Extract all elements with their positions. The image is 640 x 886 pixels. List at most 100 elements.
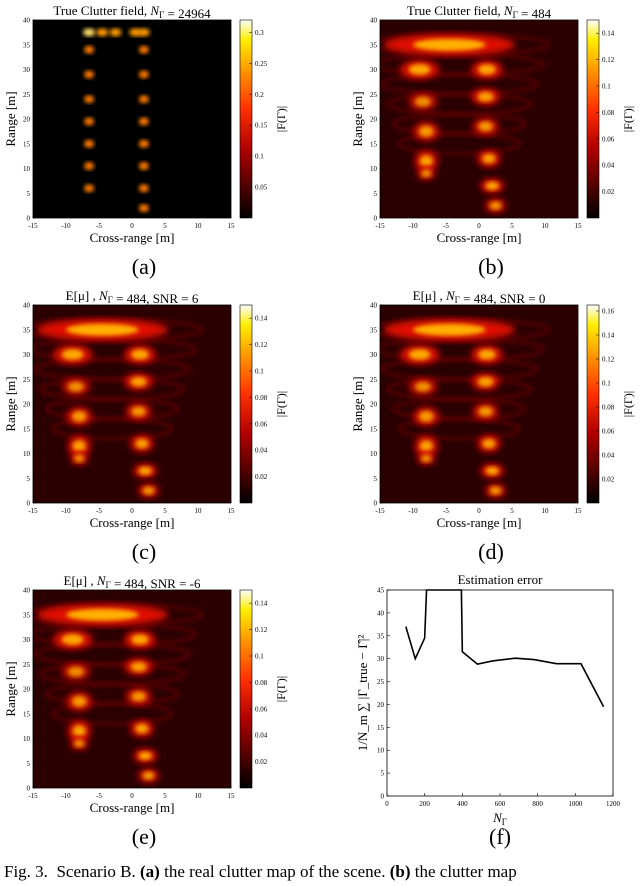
scatterer-point — [138, 70, 149, 79]
x-tick-label: 0 — [130, 792, 134, 800]
caption-b-text: the clutter map — [414, 862, 517, 881]
x-tick-label: 5 — [163, 792, 167, 800]
clutter-blob-core — [72, 440, 86, 453]
colorbar-tick-label: 0.06 — [255, 705, 268, 713]
y-tick-label: 10 — [370, 450, 378, 458]
colorbar — [239, 304, 253, 504]
colorbar — [586, 304, 600, 504]
clutter-blob-core — [421, 169, 432, 178]
clutter-blob-core — [131, 691, 146, 702]
y-tick-label: 0 — [27, 215, 31, 223]
colorbar-tick-label: 0.1 — [255, 368, 264, 376]
clutter-blob-core — [408, 349, 431, 360]
x-tick-label: 10 — [542, 222, 550, 230]
clutter-blob-core — [489, 486, 502, 495]
y-axis-label: Range [m] — [3, 91, 18, 146]
clutter-blob-core — [130, 661, 147, 672]
x-tick-label: 1000 — [568, 800, 583, 808]
x-tick-label: 200 — [419, 800, 430, 808]
colorbar-tick-label: 0.14 — [602, 332, 615, 340]
y-tick-label: 30 — [370, 351, 378, 359]
x-axis-label: Cross-range [m] — [90, 800, 175, 815]
x-tick-label: 600 — [495, 800, 506, 808]
colorbar-tick-label: 0.12 — [602, 356, 615, 364]
x-tick-label: 800 — [532, 800, 543, 808]
y-tick-label: 15 — [370, 425, 378, 433]
panel-title: True Clutter field, NΓ = 24964 — [53, 3, 211, 21]
y-tick-label: 10 — [23, 735, 31, 743]
colorbar-tick-label: 0.1 — [255, 653, 264, 661]
y-tick-label: 25 — [23, 91, 31, 99]
sidelobe-ripple — [50, 417, 174, 441]
heatmap-image — [33, 305, 231, 503]
x-tick-label: 0 — [130, 222, 134, 230]
clutter-blob-core — [477, 91, 494, 102]
x-axis-label: Cross-range [m] — [437, 515, 522, 530]
clutter-blob-core — [489, 201, 502, 210]
caption-a-tag: (a) — [140, 862, 160, 881]
clutter-blob-core — [135, 723, 149, 734]
clutter-blob-core — [482, 153, 496, 164]
y-tick-label: 25 — [370, 91, 378, 99]
clutter-blob-core — [408, 64, 431, 75]
y-tick-label: 40 — [377, 609, 385, 617]
colorbar-tick-label: 0.02 — [602, 476, 615, 484]
y-tick-label: 20 — [370, 116, 378, 124]
y-tick-label: 15 — [23, 710, 31, 718]
y-tick-label: 35 — [377, 632, 385, 640]
clutter-blob-core — [419, 155, 433, 168]
chart-title: Estimation error — [458, 572, 544, 587]
colorbar-tick-label: 0.02 — [602, 188, 615, 196]
colorbar-tick-label: 0.25 — [255, 60, 268, 68]
y-tick-label: 5 — [27, 760, 31, 768]
y-tick-label: 0 — [381, 793, 385, 801]
panel-c: E[μ] , NΓ = 484, SNR = 6 -15 -10 -5 0 5 10 15 0 5… — [3, 288, 288, 564]
colorbar-tick-label: 0.15 — [255, 122, 268, 130]
colorbar-tick-label: 0.02 — [255, 473, 268, 481]
clutter-blob-core — [66, 323, 139, 336]
heatmap-image — [380, 305, 578, 503]
clutter-blob-core — [61, 349, 84, 360]
colorbar-tick-label: 0.12 — [255, 341, 268, 349]
colorbar-tick-label: 0.06 — [602, 428, 615, 436]
caption-a-text: the real clutter map of the scene. — [164, 862, 386, 881]
clutter-blob-core — [142, 486, 155, 495]
heatmap-background — [33, 20, 231, 218]
colorbar-tick-label: 0.04 — [602, 452, 615, 460]
clutter-blob-core — [74, 454, 85, 463]
y-tick-label: 0 — [374, 500, 378, 508]
y-tick-label: 40 — [23, 587, 31, 595]
x-tick-label: 10 — [195, 222, 203, 230]
scatterer-point — [138, 204, 149, 213]
y-tick-label: 15 — [370, 140, 378, 148]
x-axis-label: Cross-range [m] — [90, 515, 175, 530]
clutter-blob-core — [478, 349, 496, 360]
y-tick-label: 30 — [377, 655, 385, 663]
x-tick-label: -15 — [28, 222, 38, 230]
y-axis-label: Range [m] — [3, 376, 18, 431]
colorbar-tick-label: 0.08 — [255, 394, 268, 402]
colorbar-tick-label: 0.04 — [255, 447, 268, 455]
x-tick-label: 5 — [510, 507, 514, 515]
colorbar-tick-label: 0.1 — [602, 83, 611, 91]
y-axis-label: Range [m] — [3, 661, 18, 716]
clutter-blob-core — [413, 38, 486, 51]
clutter-blob-core — [413, 323, 486, 336]
x-tick-label: -15 — [375, 222, 385, 230]
clutter-blob-core — [478, 64, 496, 75]
scatterer-point — [129, 28, 142, 37]
x-tick-label: 15 — [228, 222, 236, 230]
clutter-blob-core — [61, 634, 84, 645]
clutter-blob-core — [71, 695, 87, 707]
x-tick-label: -15 — [28, 792, 38, 800]
clutter-blob-core — [478, 406, 493, 417]
y-tick-label: 40 — [370, 302, 378, 310]
y-tick-label: 5 — [381, 770, 385, 778]
y-tick-label: 35 — [370, 326, 378, 334]
clutter-blob-core — [135, 438, 149, 449]
colorbar-tick-label: 0.08 — [602, 404, 615, 412]
y-tick-label: 20 — [23, 401, 31, 409]
scatterer-point — [138, 162, 149, 171]
y-tick-label: 20 — [370, 401, 378, 409]
chart-axes-frame — [386, 589, 614, 797]
